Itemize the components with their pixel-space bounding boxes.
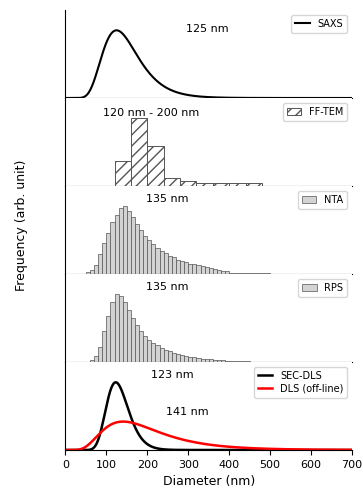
- Bar: [217, 360, 221, 362]
- Bar: [90, 360, 94, 362]
- Bar: [102, 244, 106, 274]
- Bar: [123, 206, 127, 274]
- Legend: RPS: RPS: [298, 279, 347, 296]
- Legend: SAXS: SAXS: [291, 15, 347, 32]
- Bar: [155, 248, 160, 274]
- Bar: [155, 346, 160, 362]
- Bar: [172, 258, 176, 274]
- Text: 123 nm: 123 nm: [151, 370, 194, 380]
- Bar: [188, 264, 192, 274]
- Bar: [147, 146, 164, 186]
- Bar: [102, 331, 106, 362]
- Bar: [114, 215, 119, 274]
- Bar: [229, 272, 250, 274]
- Bar: [246, 184, 262, 186]
- Bar: [229, 184, 246, 186]
- Bar: [180, 355, 184, 362]
- Bar: [94, 266, 98, 274]
- Bar: [172, 352, 176, 362]
- Bar: [110, 302, 114, 362]
- Bar: [119, 208, 123, 274]
- Bar: [147, 240, 151, 274]
- Bar: [131, 217, 135, 274]
- Bar: [114, 294, 119, 362]
- Bar: [176, 260, 180, 274]
- Bar: [221, 270, 225, 274]
- Bar: [229, 361, 250, 362]
- Bar: [221, 360, 225, 362]
- Bar: [106, 232, 110, 274]
- Bar: [86, 272, 90, 274]
- Bar: [164, 178, 180, 186]
- Bar: [127, 210, 131, 274]
- Text: 141 nm: 141 nm: [166, 407, 208, 417]
- Text: 135 nm: 135 nm: [146, 282, 188, 292]
- Bar: [135, 224, 139, 274]
- Bar: [139, 331, 143, 362]
- Bar: [160, 348, 164, 362]
- Bar: [213, 269, 217, 274]
- Bar: [119, 296, 123, 362]
- Text: 120 nm - 200 nm: 120 nm - 200 nm: [103, 108, 199, 118]
- Bar: [168, 351, 172, 362]
- X-axis label: Diameter (nm): Diameter (nm): [163, 476, 255, 488]
- Bar: [196, 358, 200, 362]
- Bar: [164, 350, 168, 362]
- Bar: [135, 326, 139, 362]
- Bar: [168, 256, 172, 274]
- Bar: [205, 359, 209, 362]
- Bar: [217, 270, 221, 274]
- Bar: [200, 358, 205, 362]
- Bar: [184, 262, 188, 274]
- Bar: [209, 268, 213, 274]
- Bar: [196, 266, 200, 274]
- Bar: [225, 272, 229, 274]
- Bar: [225, 361, 229, 362]
- Bar: [90, 270, 94, 274]
- Bar: [114, 161, 131, 186]
- Bar: [209, 360, 213, 362]
- Bar: [180, 181, 196, 186]
- Bar: [106, 316, 110, 362]
- Bar: [123, 302, 127, 362]
- Bar: [110, 222, 114, 274]
- Text: Frequency (arb. unit): Frequency (arb. unit): [15, 160, 28, 290]
- Bar: [98, 254, 102, 274]
- Legend: SEC-DLS, DLS (off-line): SEC-DLS, DLS (off-line): [254, 367, 347, 398]
- Legend: FF-TEM: FF-TEM: [283, 103, 347, 120]
- Bar: [213, 360, 217, 362]
- Bar: [213, 184, 229, 186]
- Legend: NTA: NTA: [298, 191, 347, 208]
- Text: 125 nm: 125 nm: [186, 24, 228, 34]
- Bar: [200, 266, 205, 274]
- Text: 135 nm: 135 nm: [146, 194, 188, 204]
- Bar: [180, 261, 184, 274]
- Bar: [98, 346, 102, 362]
- Bar: [188, 356, 192, 362]
- Bar: [143, 236, 147, 274]
- Bar: [205, 267, 209, 274]
- Bar: [151, 244, 155, 274]
- Bar: [164, 254, 168, 274]
- Bar: [139, 230, 143, 274]
- Bar: [127, 310, 131, 362]
- Bar: [147, 340, 151, 362]
- Bar: [176, 354, 180, 362]
- Bar: [160, 251, 164, 274]
- Bar: [143, 336, 147, 362]
- Bar: [131, 118, 147, 186]
- Bar: [192, 264, 196, 274]
- Bar: [196, 184, 213, 186]
- Bar: [131, 318, 135, 362]
- Bar: [192, 358, 196, 362]
- Bar: [184, 356, 188, 362]
- Bar: [94, 356, 98, 362]
- Bar: [151, 342, 155, 362]
